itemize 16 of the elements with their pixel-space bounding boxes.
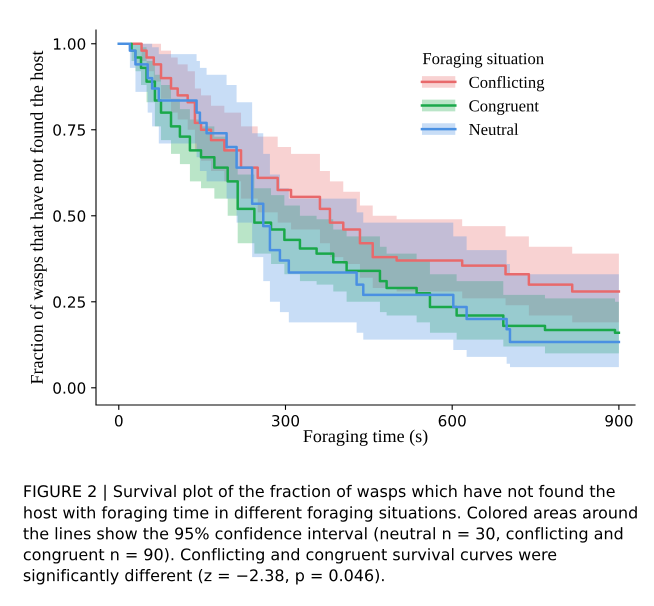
y-tick-label: 0.50 bbox=[53, 210, 86, 222]
x-tick-label: 0 bbox=[114, 414, 123, 427]
x-tick-label: 300 bbox=[272, 414, 300, 427]
legend-label: Conflicting bbox=[469, 76, 544, 92]
y-axis-title: Fraction of wasps that have not found the host bbox=[30, 50, 47, 384]
legend-label: Neutral bbox=[469, 123, 518, 136]
y-tick-label: 0.75 bbox=[53, 124, 85, 136]
y-tick-label: 0.00 bbox=[53, 382, 86, 394]
x-tick-label: 600 bbox=[438, 414, 466, 427]
caption: FIGURE 2 | Survival plot of the fraction of wasps which have not found the host with foraging time in different foraging situations. Colored areas around the lines show the 95% confidence interval (neutral n = 30, conflicting and congruent n = 90). Conflicting and congruent survival curves were significantly different (z = −2.38, p = 0.046). bbox=[23, 484, 637, 584]
x-axis-title: Foraging time (s) bbox=[303, 430, 428, 446]
x-tick-label: 900 bbox=[605, 414, 632, 427]
legend-label: Congruent bbox=[469, 100, 539, 115]
y-tick-label: 0.25 bbox=[53, 296, 85, 308]
y-tick-label: 1.00 bbox=[54, 38, 86, 50]
legend-title: Foraging situation bbox=[422, 53, 544, 68]
